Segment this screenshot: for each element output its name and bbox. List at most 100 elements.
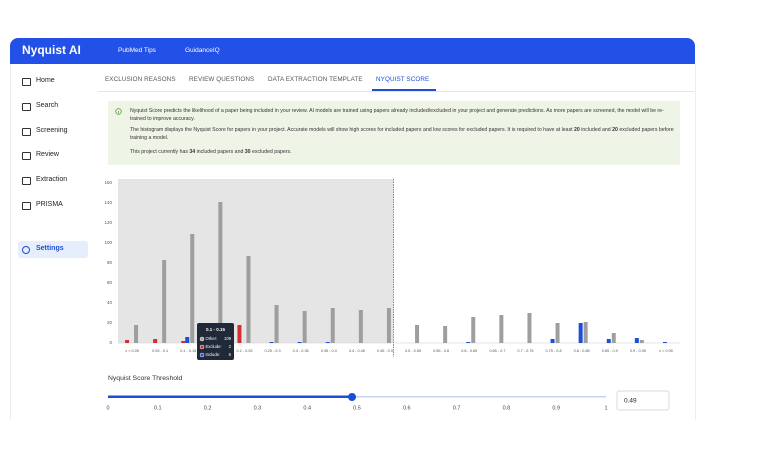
info-paragraph: This project currently has 34 included p… [130, 149, 675, 157]
x-tick-label: 0.2 - 0.25 [236, 349, 252, 353]
bar [639, 340, 644, 343]
bar [125, 340, 130, 343]
info-text: Nyquist Score predicts the likelihood of… [130, 108, 664, 122]
header-link[interactable]: GuidanceIQ [185, 47, 220, 54]
slider-track [108, 395, 353, 398]
slider-tick-label: 0 [106, 405, 109, 411]
bar [237, 325, 242, 343]
sidebar-item[interactable]: Search [36, 102, 59, 109]
sidebar-icon [22, 128, 31, 136]
x-tick-label: 0.1 - 0.15 [180, 349, 196, 353]
y-tick-label: 40 [107, 300, 113, 305]
y-tick-label: 160 [104, 180, 112, 185]
tab-divider [98, 91, 694, 92]
tab[interactable]: EXCLUSION REASONS [105, 76, 176, 83]
x-tick-label: 0.6 - 0.65 [461, 349, 477, 353]
x-tick-label: 0.05 - 0.1 [152, 349, 168, 353]
x-tick-label: 0.4 - 0.45 [349, 349, 365, 353]
y-tick-label: 20 [107, 320, 113, 325]
bar [550, 339, 555, 343]
bar [443, 326, 448, 343]
bar [555, 323, 560, 343]
bar [302, 311, 307, 343]
x-tick-label: 0.3 - 0.35 [293, 349, 309, 353]
slider-tick-label: 0.5 [353, 405, 361, 411]
top-bar [10, 38, 695, 64]
info-number: 20 [612, 127, 618, 133]
slider-tick-label: 0.1 [154, 405, 162, 411]
x-tick-label: 0.35 - 0.4 [321, 349, 337, 353]
sidebar-icon [22, 202, 31, 210]
bar [606, 339, 611, 343]
x-tick-label: 0.25 - 0.3 [265, 349, 281, 353]
tooltip-title: 0.1 - 0.15 [206, 327, 226, 332]
tooltip-swatch [199, 336, 205, 342]
sidebar-item[interactable]: Home [36, 77, 55, 84]
x-tick-label: 0.9 - 0.95 [630, 349, 646, 353]
tooltip-label: Include: [206, 352, 221, 357]
bar [181, 341, 186, 343]
info-text: included papers and [195, 149, 245, 155]
tab[interactable]: NYQUIST SCORE [376, 76, 430, 83]
bar [611, 333, 616, 343]
info-number: 30 [244, 149, 251, 155]
bar [386, 308, 391, 343]
bar [330, 308, 335, 343]
bar [297, 342, 302, 343]
x-tick-label: 0.85 - 0.9 [602, 349, 618, 353]
y-tick-label: 80 [107, 260, 113, 265]
info-icon [115, 108, 122, 115]
slider-tick-label: 0.4 [303, 405, 311, 411]
info-number: 34 [189, 149, 196, 155]
info-text: This project currently has [130, 149, 190, 155]
x-tick-label: 0.55 - 0.6 [433, 349, 449, 353]
tab[interactable]: DATA EXTRACTION TEMPLATE [268, 76, 363, 83]
threshold-input-value: 0.49 [624, 398, 637, 405]
threshold-shade [118, 179, 394, 343]
info-paragraph: Nyquist Score predicts the likelihood of… [130, 108, 675, 123]
y-tick-label: 120 [104, 220, 112, 225]
bar [153, 339, 158, 343]
x-tick-label: 0.75 - 0.8 [546, 349, 562, 353]
tooltip-label: Other: [206, 336, 218, 341]
bar [274, 305, 279, 343]
header-link[interactable]: PubMed Tips [118, 47, 156, 54]
info-number: 20 [574, 127, 580, 133]
sidebar-item[interactable]: Settings [36, 245, 64, 252]
sidebar-item[interactable]: Review [36, 151, 59, 158]
bar [358, 310, 363, 343]
slider-tick-label: 0.9 [552, 405, 560, 411]
x-tick-label: 0.7 - 0.75 [517, 349, 533, 353]
sidebar-item[interactable]: PRISMA [36, 201, 63, 208]
x-tick-label: x > 0.95 [659, 349, 673, 353]
bar [634, 338, 639, 343]
x-tick-label: 0.65 - 0.7 [489, 349, 505, 353]
tooltip-value: 109 [224, 336, 232, 341]
sidebar-item[interactable]: Extraction [36, 176, 68, 183]
sidebar-icon [22, 78, 31, 86]
slider-thumb[interactable] [348, 393, 357, 401]
bar [471, 317, 476, 343]
bar [134, 325, 139, 343]
tooltip-swatch [199, 344, 205, 350]
bar [578, 323, 583, 343]
threshold-input[interactable] [616, 390, 670, 411]
sidebar-item[interactable]: Screening [36, 127, 68, 134]
bar [190, 234, 195, 343]
slider-tick-label: 1 [604, 405, 607, 411]
sidebar-icon [22, 103, 31, 111]
brand[interactable]: Nyquist AI [22, 43, 81, 57]
y-tick-label: 140 [104, 200, 112, 205]
tab[interactable]: REVIEW QUESTIONS [189, 76, 255, 83]
tab-underline [372, 89, 436, 91]
x-tick-label: 0.45 - 0.5 [377, 349, 393, 353]
info-text: excluded papers before training a model. [130, 127, 674, 141]
tooltip-value: 6 [229, 352, 232, 357]
info-text: The histogram displays the Nyquist Score… [130, 127, 575, 133]
slider-label: Nyquist Score Threshold [108, 375, 183, 382]
tooltip-value: 2 [229, 344, 232, 349]
bar [583, 322, 588, 343]
